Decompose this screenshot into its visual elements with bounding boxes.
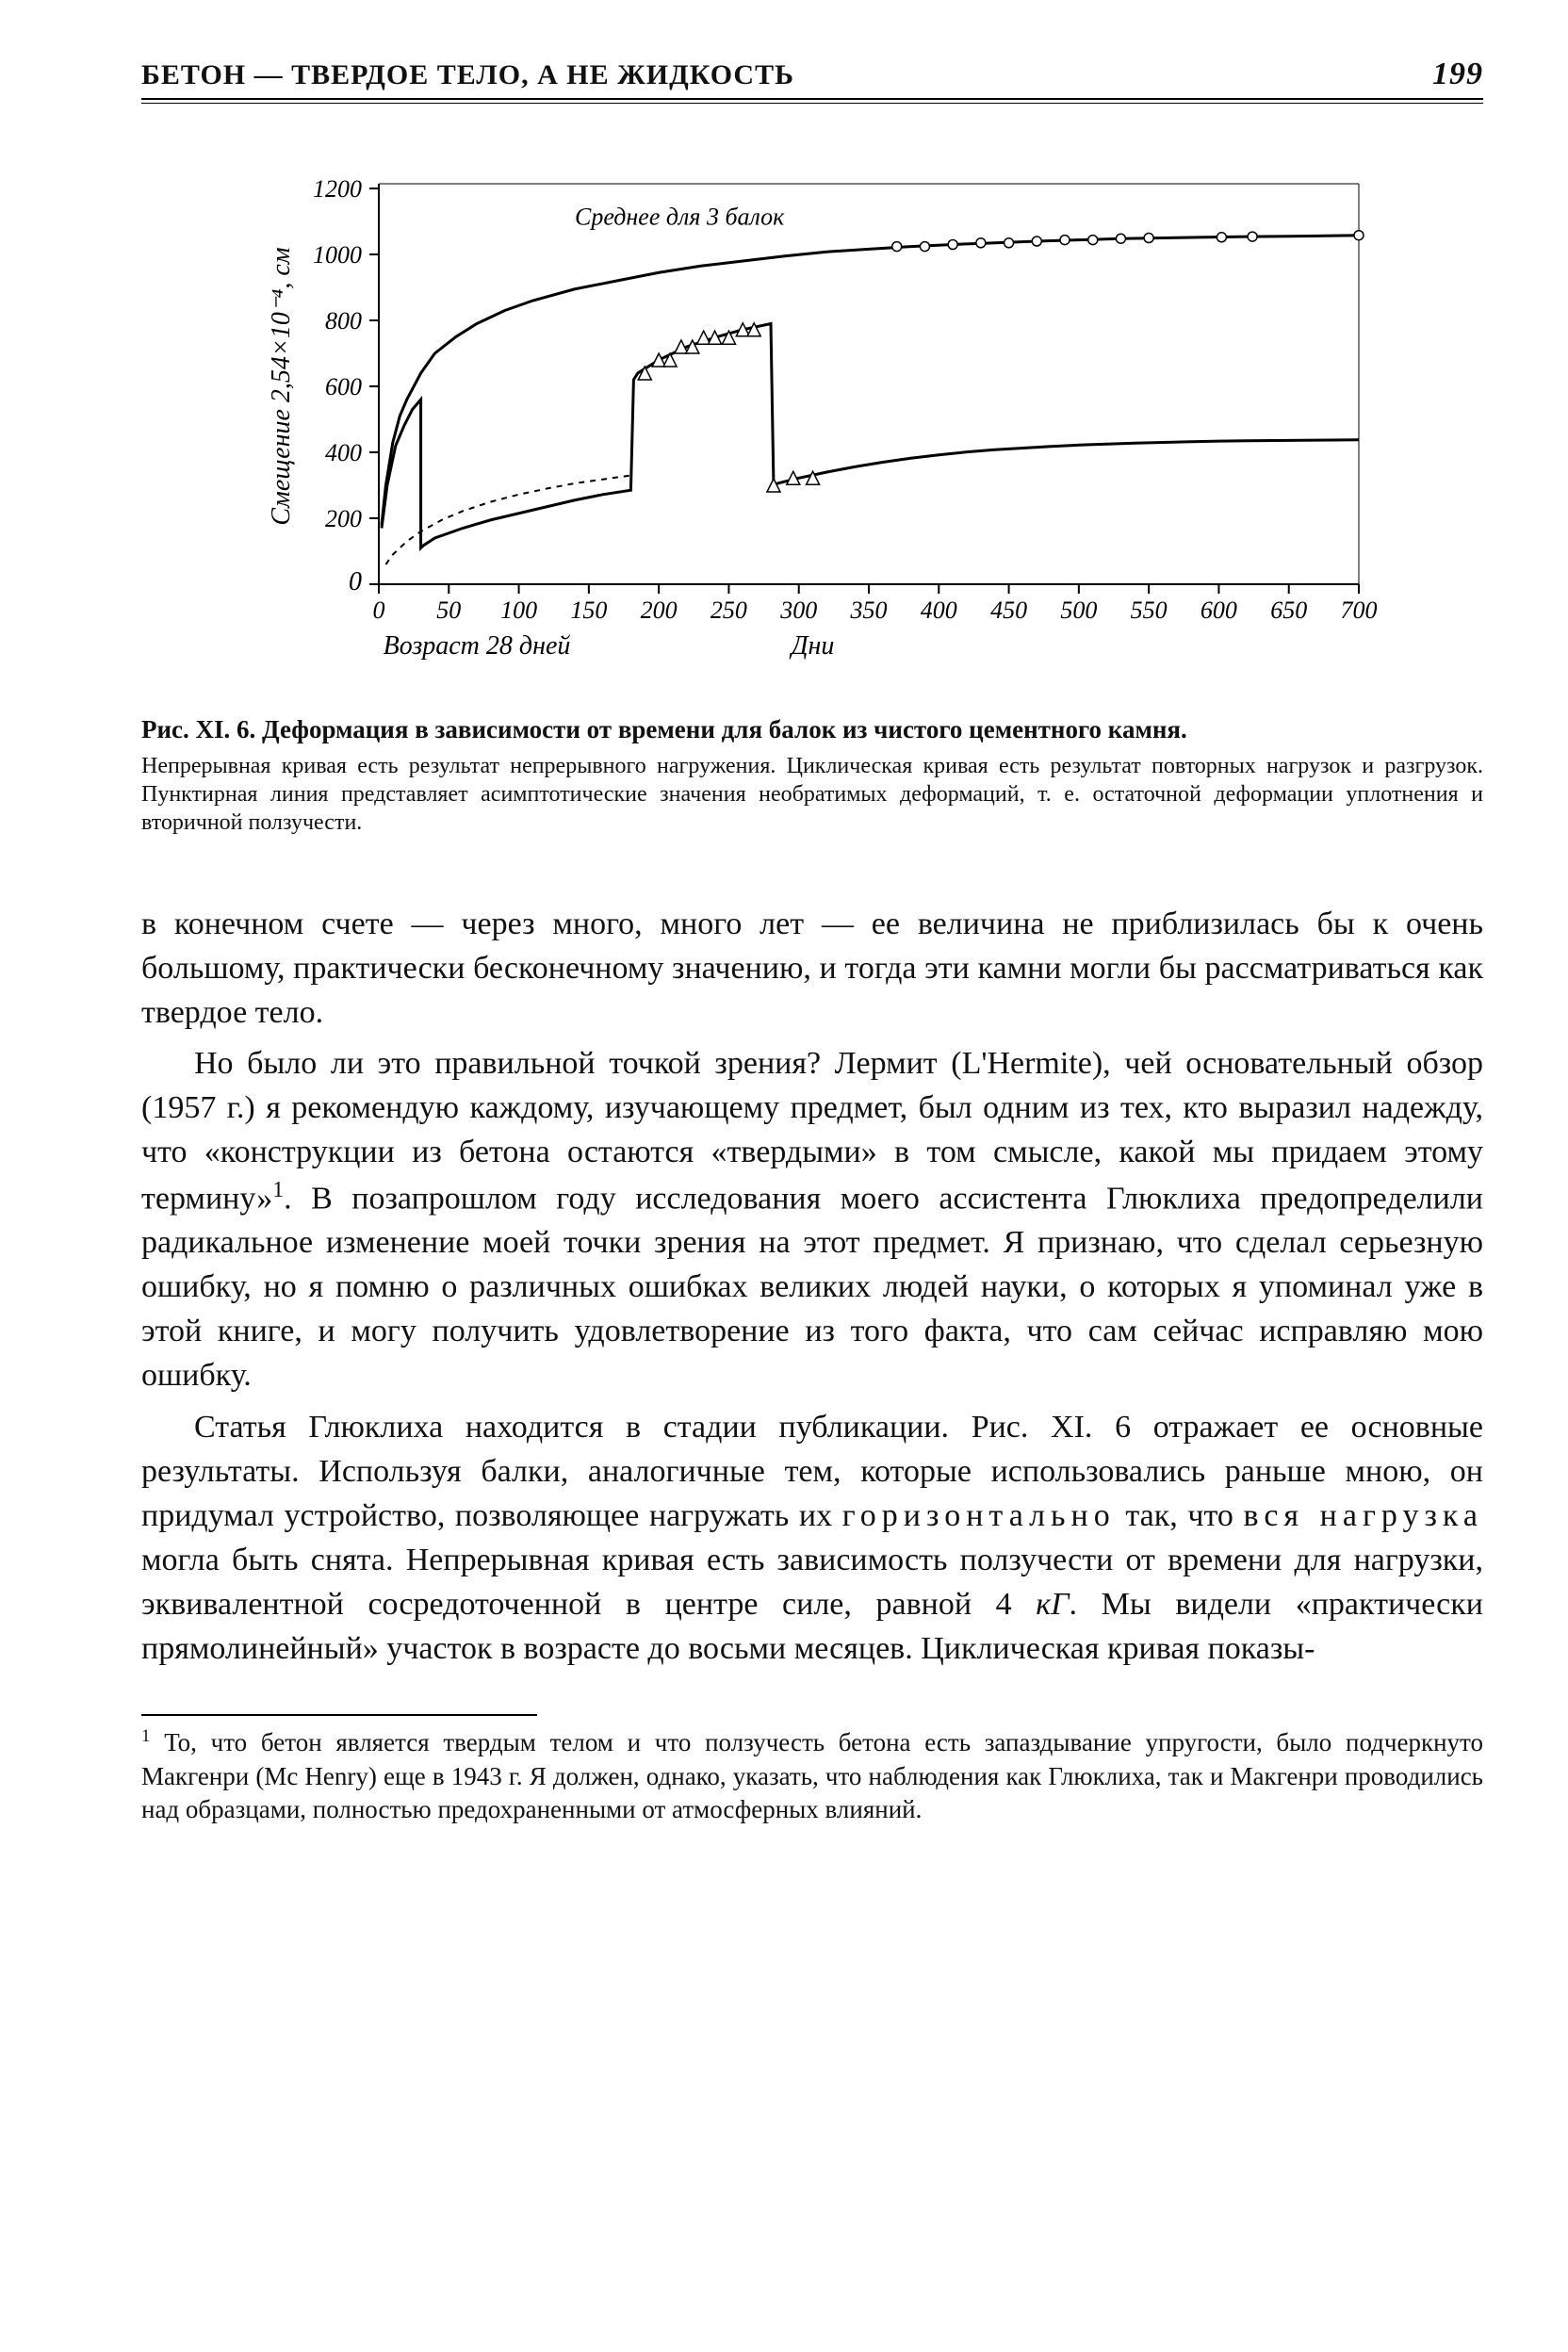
svg-text:1000: 1000 (313, 241, 362, 269)
svg-text:350: 350 (850, 596, 888, 624)
svg-text:450: 450 (990, 596, 1027, 624)
svg-text:Среднее для 3 балок: Среднее для 3 балок (575, 204, 785, 231)
footnote-text: То, что бетон является твердым телом и ч… (141, 1728, 1483, 1822)
svg-text:600: 600 (1200, 596, 1237, 624)
paragraph-3: Статья Глюклиха находится в стадии публи… (141, 1406, 1483, 1671)
paragraph-3b: так, что (1116, 1498, 1244, 1533)
svg-text:300: 300 (779, 596, 817, 624)
paragraph-3-unit: кГ (1036, 1587, 1069, 1622)
svg-text:600: 600 (325, 373, 362, 400)
figure-chart: 200 400 600 800 1000 1200 0 50 100 150 200 250 300 35… (219, 160, 1406, 688)
svg-text:250: 250 (710, 596, 747, 624)
svg-text:150: 150 (570, 596, 607, 624)
svg-text:400: 400 (325, 439, 362, 466)
svg-text:50: 50 (436, 596, 461, 624)
footnote-rule (141, 1714, 537, 1716)
header-rule-2 (141, 103, 1483, 104)
paragraph-3-spaced-1: горизонтально (842, 1498, 1116, 1533)
footnote-1: 1 То, что бетон является твердым телом и… (141, 1725, 1483, 1825)
svg-text:Дни: Дни (789, 631, 835, 661)
svg-text:0: 0 (349, 567, 362, 596)
svg-text:800: 800 (325, 307, 362, 335)
paragraph-2: Но было ли это правильной точкой зрения?… (141, 1042, 1483, 1398)
figure-caption-title: Рис. XI. 6. Деформация в зависимости от … (141, 714, 1483, 746)
svg-text:500: 500 (1060, 596, 1097, 624)
figure-caption-body: Непрерывная кривая есть результат непрер… (141, 752, 1483, 837)
svg-text:Смещение 2,54×10⁻⁴, см: Смещение 2,54×10⁻⁴, см (267, 247, 296, 525)
svg-text:700: 700 (1341, 596, 1378, 624)
svg-text:Возраст 28 дней: Возраст 28 дней (384, 631, 571, 661)
svg-text:200: 200 (325, 505, 362, 532)
footnote-ref-1: 1 (272, 1178, 284, 1202)
svg-text:200: 200 (641, 596, 678, 624)
svg-text:100: 100 (500, 596, 537, 624)
header-rule (141, 98, 1483, 100)
paragraph-2b: . В позапрошлом году исследования моего … (141, 1182, 1483, 1394)
svg-text:0: 0 (373, 596, 385, 624)
svg-text:400: 400 (921, 596, 957, 624)
running-title: БЕТОН — ТВЕРДОЕ ТЕЛО, А НЕ ЖИДКОСТЬ (141, 59, 794, 91)
svg-text:550: 550 (1131, 596, 1168, 624)
page-number: 199 (1432, 57, 1483, 92)
paragraph-3-spaced-2: вся нагрузка (1243, 1498, 1483, 1533)
svg-text:650: 650 (1270, 596, 1307, 624)
svg-text:1200: 1200 (313, 175, 362, 203)
paragraph-1: в конечном счете — через много, много ле… (141, 903, 1483, 1036)
